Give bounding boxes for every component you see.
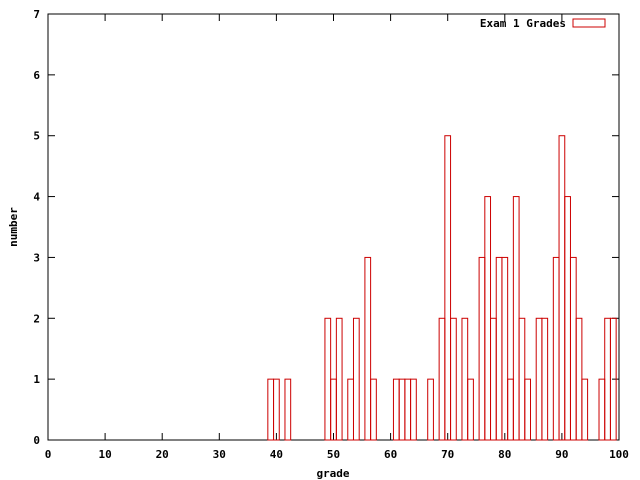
tick-labels: 0 10 20 30 40 50 60 70 80 90 100 0 1 2 3 4 5 6 7 — [33, 8, 629, 461]
histogram-bar — [490, 317, 497, 441]
histogram-bar — [564, 196, 571, 441]
histogram-bar — [604, 317, 611, 441]
legend: Exam 1 Grades — [480, 17, 606, 30]
x-axis-label: grade — [316, 467, 349, 480]
x-tick-label: 40 — [270, 448, 283, 461]
histogram-bar — [370, 378, 377, 441]
histogram-bar — [581, 378, 589, 441]
plot-border — [47, 13, 620, 441]
histogram-bar — [398, 378, 406, 441]
histogram-bar — [501, 256, 509, 441]
x-tick-label: 70 — [441, 448, 454, 461]
histogram-bar — [461, 317, 469, 441]
histogram-bar — [478, 256, 486, 441]
y-tick-label: 2 — [33, 312, 40, 325]
legend-label: Exam 1 Grades — [480, 17, 566, 30]
histogram-bar — [404, 378, 412, 441]
histogram-bar — [352, 317, 360, 441]
histogram-bar — [444, 135, 452, 441]
histogram-bar — [484, 196, 492, 441]
y-tick-label: 6 — [33, 69, 40, 82]
histogram-bar — [524, 378, 531, 441]
histogram-bar — [330, 378, 337, 441]
histogram-bar — [507, 378, 514, 441]
x-tick-label: 0 — [45, 448, 52, 461]
histogram-bar — [535, 317, 543, 441]
x-tick-label: 30 — [213, 448, 226, 461]
x-tick-label: 10 — [98, 448, 111, 461]
x-tick-label: 60 — [384, 448, 397, 461]
plot-frame — [47, 13, 620, 441]
histogram-bar — [273, 378, 280, 441]
y-tick-label: 3 — [33, 251, 40, 264]
y-axis-label: number — [7, 207, 20, 247]
axis-ticks — [47, 13, 620, 441]
histogram-bar — [467, 378, 474, 441]
histogram-bar — [364, 256, 372, 441]
histogram-bar — [284, 378, 292, 441]
histogram-bar — [518, 317, 526, 441]
x-tick-label: 80 — [498, 448, 511, 461]
histogram-bar — [427, 378, 434, 441]
histogram-bar — [267, 378, 275, 441]
histogram-bar — [552, 256, 560, 441]
histogram-bar — [438, 317, 446, 441]
y-tick-label: 1 — [33, 373, 40, 386]
x-tick-label: 100 — [609, 448, 629, 461]
y-tick-label: 5 — [33, 130, 40, 143]
y-tick-label: 7 — [33, 8, 40, 21]
x-tick-label: 50 — [327, 448, 340, 461]
histogram-bar — [575, 317, 583, 441]
histogram-bar — [410, 378, 417, 441]
y-tick-label: 0 — [33, 434, 40, 447]
histogram-bar — [569, 256, 577, 441]
histogram-bar — [541, 317, 549, 441]
y-tick-label: 4 — [33, 191, 40, 204]
histogram-bar — [495, 256, 503, 441]
histogram-bar — [324, 317, 332, 441]
histogram-bar — [392, 378, 400, 441]
histogram-bar — [512, 196, 520, 441]
histogram-bar — [450, 317, 457, 441]
histogram-bar — [598, 378, 606, 441]
legend-swatch — [572, 18, 606, 28]
histogram-bar — [347, 378, 354, 441]
histogram-bar — [335, 317, 343, 441]
x-tick-label: 20 — [156, 448, 169, 461]
x-tick-label: 90 — [555, 448, 568, 461]
histogram-bar — [558, 135, 566, 441]
histogram-bar — [609, 317, 617, 441]
series-layer — [267, 135, 617, 441]
